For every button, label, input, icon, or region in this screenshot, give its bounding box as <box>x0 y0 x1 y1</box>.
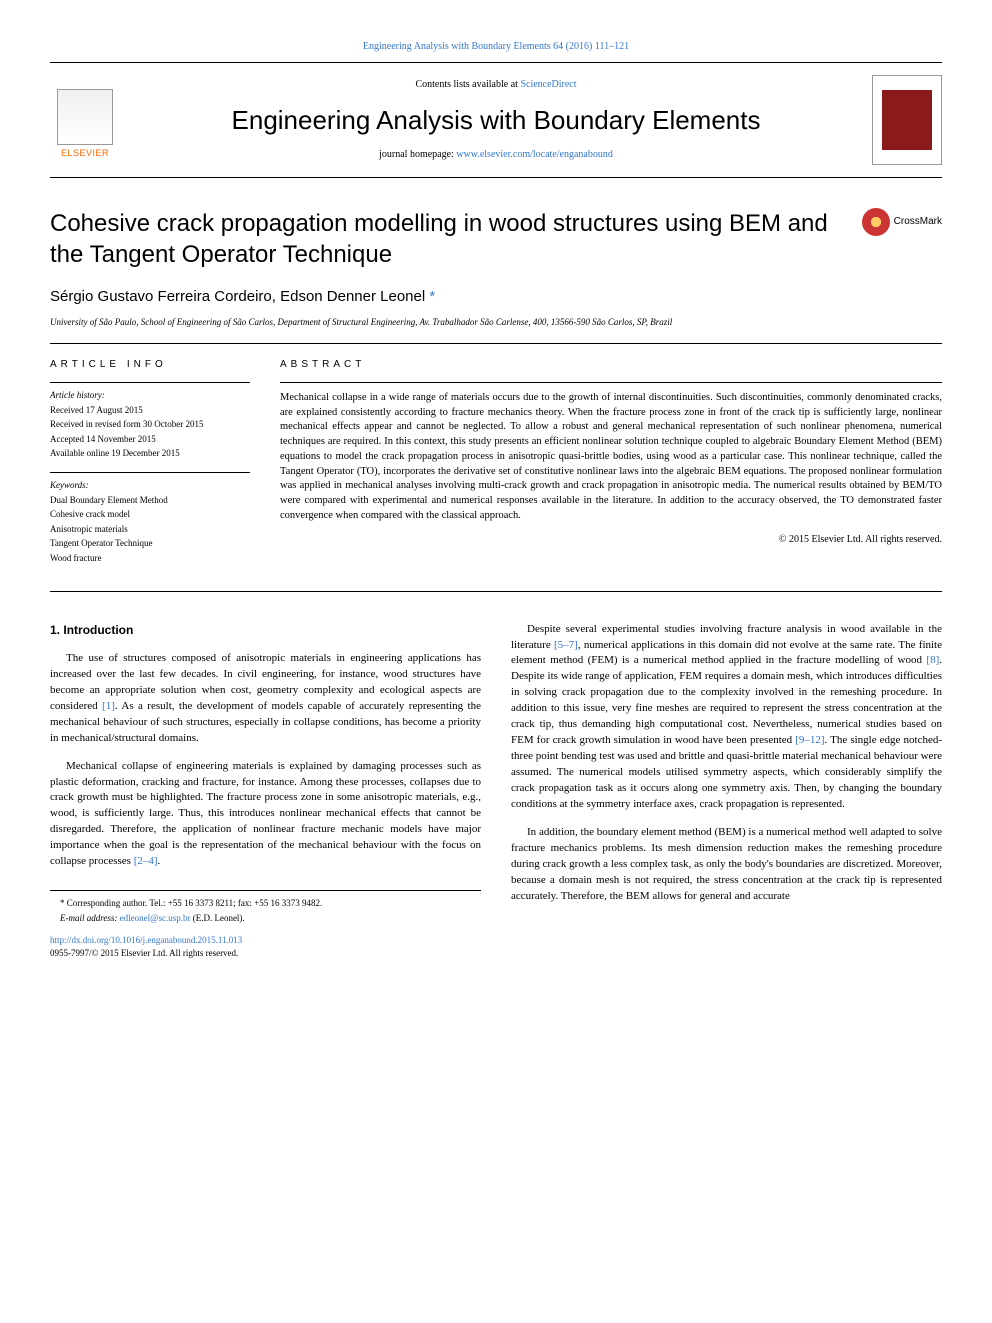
article-info-heading: ARTICLE INFO <box>50 358 250 372</box>
doi-link[interactable]: http://dx.doi.org/10.1016/j.enganabound.… <box>50 935 242 945</box>
corresponding-marker[interactable]: * <box>429 288 435 305</box>
affiliation: University of São Paulo, School of Engin… <box>50 317 942 329</box>
article-title: Cohesive crack propagation modelling in … <box>50 208 862 270</box>
email-link[interactable]: edleonel@sc.usp.br <box>120 913 191 923</box>
article-history-block: Article history: Received 17 August 2015… <box>50 389 250 460</box>
body-column-left: 1. Introduction The use of structures co… <box>50 622 481 961</box>
body-paragraph: In addition, the boundary element method… <box>511 825 942 905</box>
info-rule <box>50 472 250 473</box>
article-info-column: ARTICLE INFO Article history: Received 1… <box>50 358 250 577</box>
abstract-text: Mechanical collapse in a wide range of m… <box>280 391 942 523</box>
authors-line: Sérgio Gustavo Ferreira Cordeiro, Edson … <box>50 286 942 307</box>
keywords-label: Keywords: <box>50 479 250 492</box>
homepage-link[interactable]: www.elsevier.com/locate/enganabound <box>456 149 613 160</box>
citation-link[interactable]: [9–12] <box>795 734 824 746</box>
header-citation-link[interactable]: Engineering Analysis with Boundary Eleme… <box>363 41 629 52</box>
body-paragraph: The use of structures composed of anisot… <box>50 651 481 747</box>
citation-link[interactable]: [2–4] <box>134 855 158 867</box>
journal-cover-icon <box>872 75 942 165</box>
section-title: Introduction <box>63 623 133 637</box>
history-accepted: Accepted 14 November 2015 <box>50 433 250 446</box>
body-paragraph: Despite several experimental studies inv… <box>511 622 942 813</box>
homepage-line: journal homepage: www.elsevier.com/locat… <box>120 148 872 162</box>
crossmark-label: CrossMark <box>894 215 942 229</box>
email-suffix: (E.D. Leonel). <box>190 913 244 923</box>
issn-copyright: 0955-7997/© 2015 Elsevier Ltd. All right… <box>50 947 481 960</box>
doi-block: http://dx.doi.org/10.1016/j.enganabound.… <box>50 934 481 960</box>
section-number: 1. <box>50 623 60 637</box>
section-heading: 1. Introduction <box>50 622 481 639</box>
elsevier-tree-icon <box>57 89 113 145</box>
keywords-block: Keywords: Dual Boundary Element Method C… <box>50 479 250 565</box>
abstract-copyright: © 2015 Elsevier Ltd. All rights reserved… <box>280 533 942 547</box>
body-paragraph: Mechanical collapse of engineering mater… <box>50 759 481 871</box>
crossmark-icon <box>862 208 890 236</box>
separator-rule <box>50 343 942 344</box>
history-revised: Received in revised form 30 October 2015 <box>50 418 250 431</box>
corresponding-author: * Corresponding author. Tel.: +55 16 337… <box>50 897 481 910</box>
body-column-right: Despite several experimental studies inv… <box>511 622 942 961</box>
keyword-item: Anisotropic materials <box>50 523 250 536</box>
corresponding-footnote: * Corresponding author. Tel.: +55 16 337… <box>50 890 481 924</box>
body-text: . Despite its wide range of application,… <box>511 654 942 746</box>
journal-cover-inner <box>882 90 932 150</box>
history-received: Received 17 August 2015 <box>50 404 250 417</box>
history-online: Available online 19 December 2015 <box>50 447 250 460</box>
authors-names: Sérgio Gustavo Ferreira Cordeiro, Edson … <box>50 288 425 305</box>
abstract-column: ABSTRACT Mechanical collapse in a wide r… <box>280 358 942 577</box>
header-citation: Engineering Analysis with Boundary Eleme… <box>50 40 942 54</box>
publisher-name: ELSEVIER <box>61 147 109 160</box>
info-rule <box>50 382 250 383</box>
journal-name: Engineering Analysis with Boundary Eleme… <box>120 102 872 138</box>
body-text: Mechanical collapse of engineering mater… <box>50 760 481 868</box>
keyword-item: Tangent Operator Technique <box>50 537 250 550</box>
sciencedirect-link[interactable]: ScienceDirect <box>520 79 576 90</box>
citation-link[interactable]: [8] <box>926 654 939 666</box>
banner-center: Contents lists available at ScienceDirec… <box>120 78 872 162</box>
abstract-heading: ABSTRACT <box>280 358 942 372</box>
citation-link[interactable]: [5–7] <box>554 639 578 651</box>
body-columns: 1. Introduction The use of structures co… <box>50 622 942 961</box>
publisher-logo: ELSEVIER <box>50 80 120 160</box>
separator-rule <box>50 591 942 592</box>
title-row: Cohesive crack propagation modelling in … <box>50 208 942 270</box>
email-line: E-mail address: edleonel@sc.usp.br (E.D.… <box>50 912 481 925</box>
history-label: Article history: <box>50 389 250 402</box>
email-label: E-mail address: <box>60 913 120 923</box>
info-abstract-row: ARTICLE INFO Article history: Received 1… <box>50 358 942 577</box>
citation-link[interactable]: [1] <box>102 700 115 712</box>
contents-prefix: Contents lists available at <box>415 79 520 90</box>
body-text: . As a result, the development of models… <box>50 700 481 744</box>
body-text: . <box>158 855 161 867</box>
journal-banner: ELSEVIER Contents lists available at Sci… <box>50 62 942 178</box>
abstract-rule <box>280 382 942 383</box>
crossmark-badge[interactable]: CrossMark <box>862 208 942 236</box>
keyword-item: Wood fracture <box>50 552 250 565</box>
contents-line: Contents lists available at ScienceDirec… <box>120 78 872 92</box>
keyword-item: Cohesive crack model <box>50 508 250 521</box>
keyword-item: Dual Boundary Element Method <box>50 494 250 507</box>
homepage-prefix: journal homepage: <box>379 149 456 160</box>
